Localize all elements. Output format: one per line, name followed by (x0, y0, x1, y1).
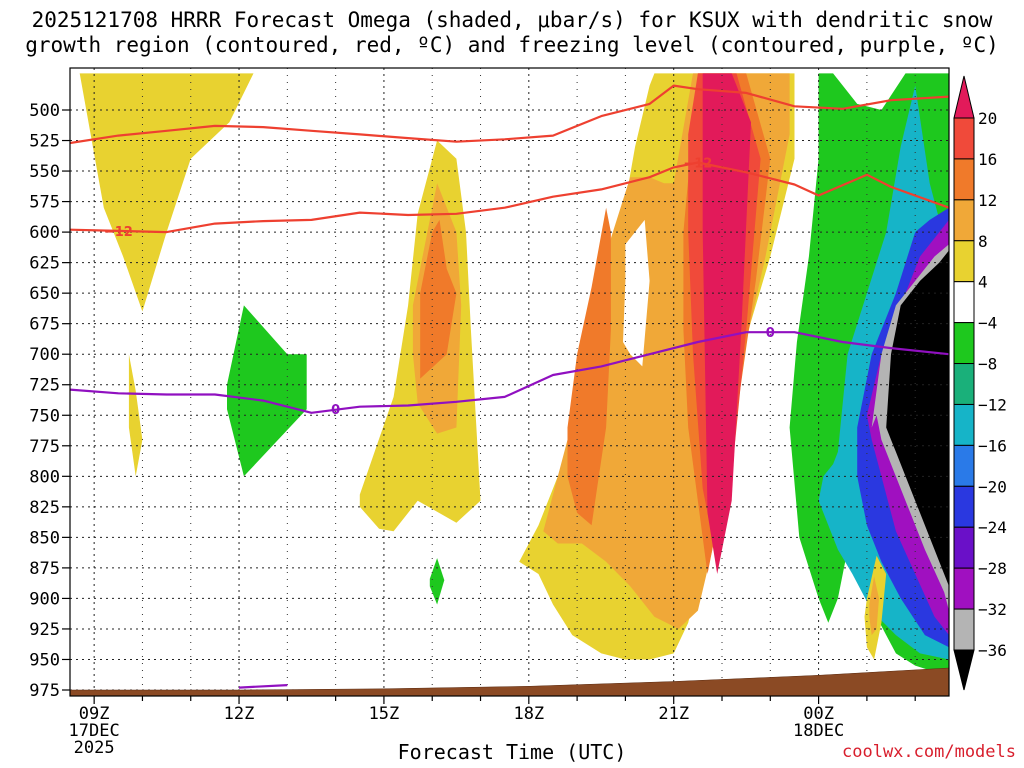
omega-region-5 (420, 219, 457, 379)
terrain (70, 667, 949, 696)
chart-title-line2: growth region (contoured, red, ºC) and f… (25, 33, 999, 57)
colorbar-bin-4 (953, 281, 975, 324)
y-tick-label-775: 775 (29, 437, 60, 457)
y-tick-label-675: 675 (29, 315, 60, 335)
colorbar-label-13: −36 (978, 641, 1007, 660)
y-tick-label-600: 600 (29, 223, 60, 243)
colorbar-bin-10 (953, 526, 975, 569)
terrain-fill (70, 667, 949, 696)
y-tick-label-800: 800 (29, 467, 60, 487)
colorbar-bin-9 (953, 485, 975, 528)
y-tick-label-725: 725 (29, 376, 60, 396)
colorbar-label-3: 8 (978, 232, 988, 251)
y-tick-label-825: 825 (29, 498, 60, 518)
x-tick-label-00Z: 00Z (803, 704, 834, 724)
freezing-label-left: 0 (331, 403, 340, 418)
colorbar-label-10: −24 (978, 518, 1007, 537)
colorbar-bin-0 (953, 117, 975, 160)
omega-shading (79, 73, 949, 672)
colorbar-label-6: −8 (978, 355, 997, 374)
freezing-level-low-contour (238, 684, 288, 689)
y-tick-label-900: 900 (29, 589, 60, 609)
dgz-label-right: −12 (683, 157, 712, 172)
colorbar-label-0: 20 (978, 109, 997, 128)
y-tick-label-575: 575 (29, 193, 60, 213)
colorbar-bin-12 (953, 608, 975, 651)
y-tick-label-950: 950 (29, 650, 60, 670)
colorbar-label-1: 16 (978, 150, 997, 169)
colorbar-label-5: −4 (978, 314, 997, 333)
colorbar-label-9: −20 (978, 477, 1007, 496)
y-tick-label-875: 875 (29, 559, 60, 579)
source-credit: coolwx.com/models (842, 742, 1016, 762)
colorbar-bin-8 (953, 444, 975, 487)
x-tick-label-15Z: 15Z (369, 704, 400, 724)
colorbar-label-12: −32 (978, 600, 1007, 619)
x-tick-label-21Z: 21Z (658, 704, 689, 724)
colorbar-label-11: −28 (978, 559, 1007, 578)
colorbar-label-7: −12 (978, 395, 1007, 414)
x-tick-label-09Z: 09Z (79, 704, 110, 724)
dgz-label-left: −12 (104, 225, 133, 240)
freezing-level-contour (70, 331, 949, 414)
x-tick-label-12Z: 12Z (224, 704, 255, 724)
y-tick-label-750: 750 (29, 406, 60, 426)
y-tick-label-975: 975 (29, 681, 60, 701)
x-tick-year-09Z: 2025 (74, 738, 115, 758)
y-tick-label-625: 625 (29, 254, 60, 274)
y-axis: 500 525 550 575 600 625 650 675 700 725 750 775 800 8… (29, 101, 70, 701)
omega-region-9 (567, 207, 611, 526)
colorbar-bin-6 (953, 363, 975, 405)
colorbar: 20 16 12 8 4 −4 −8 −12 −16 −20 −24 −28 −32 −36 (953, 75, 1007, 691)
colorbar-label-4: 4 (978, 273, 988, 292)
colorbar-bin-1 (953, 158, 975, 201)
y-tick-label-650: 650 (29, 284, 60, 304)
y-tick-label-850: 850 (29, 528, 60, 548)
colorbar-label-8: −16 (978, 436, 1007, 455)
y-tick-label-500: 500 (29, 101, 60, 121)
omega-region-1 (128, 354, 143, 477)
colorbar-top-arrow (953, 75, 975, 119)
x-tick-label-18Z: 18Z (513, 704, 544, 724)
y-tick-label-525: 525 (29, 132, 60, 152)
colorbar-bin-3 (953, 240, 975, 283)
colorbar-label-2: 12 (978, 191, 997, 210)
colorbar-bin-11 (953, 567, 975, 610)
y-tick-label-925: 925 (29, 620, 60, 640)
plot-frame (69, 67, 950, 697)
colorbar-bin-7 (953, 403, 975, 446)
dgz-bottom-contour (70, 161, 949, 234)
freezing-label-right: 0 (766, 326, 775, 341)
omega-region-6 (429, 558, 445, 605)
omega-region-12 (702, 73, 751, 575)
omega-region-21 (869, 576, 879, 636)
isotherm-contours: −12 −12 0 0 (70, 84, 949, 689)
omega-region-2 (227, 305, 307, 477)
chart-title-line1: 2025121708 HRRR Forecast Omega (shaded, … (31, 8, 993, 32)
colorbar-bottom-arrow (953, 649, 975, 691)
dgz-top-contour (70, 84, 949, 145)
omega-region-13 (623, 219, 650, 367)
y-tick-label-700: 700 (29, 345, 60, 365)
x-tick-date-00Z: 18DEC (793, 721, 844, 741)
omega-region-19 (886, 250, 949, 587)
x-axis-title: Forecast Time (UTC) (397, 740, 627, 764)
colorbar-bin-5 (953, 322, 975, 365)
omega-region-0 (79, 73, 254, 312)
x-tick-date-09Z: 17DEC (69, 721, 120, 741)
colorbar-bin-2 (953, 199, 975, 242)
y-tick-label-550: 550 (29, 162, 60, 182)
